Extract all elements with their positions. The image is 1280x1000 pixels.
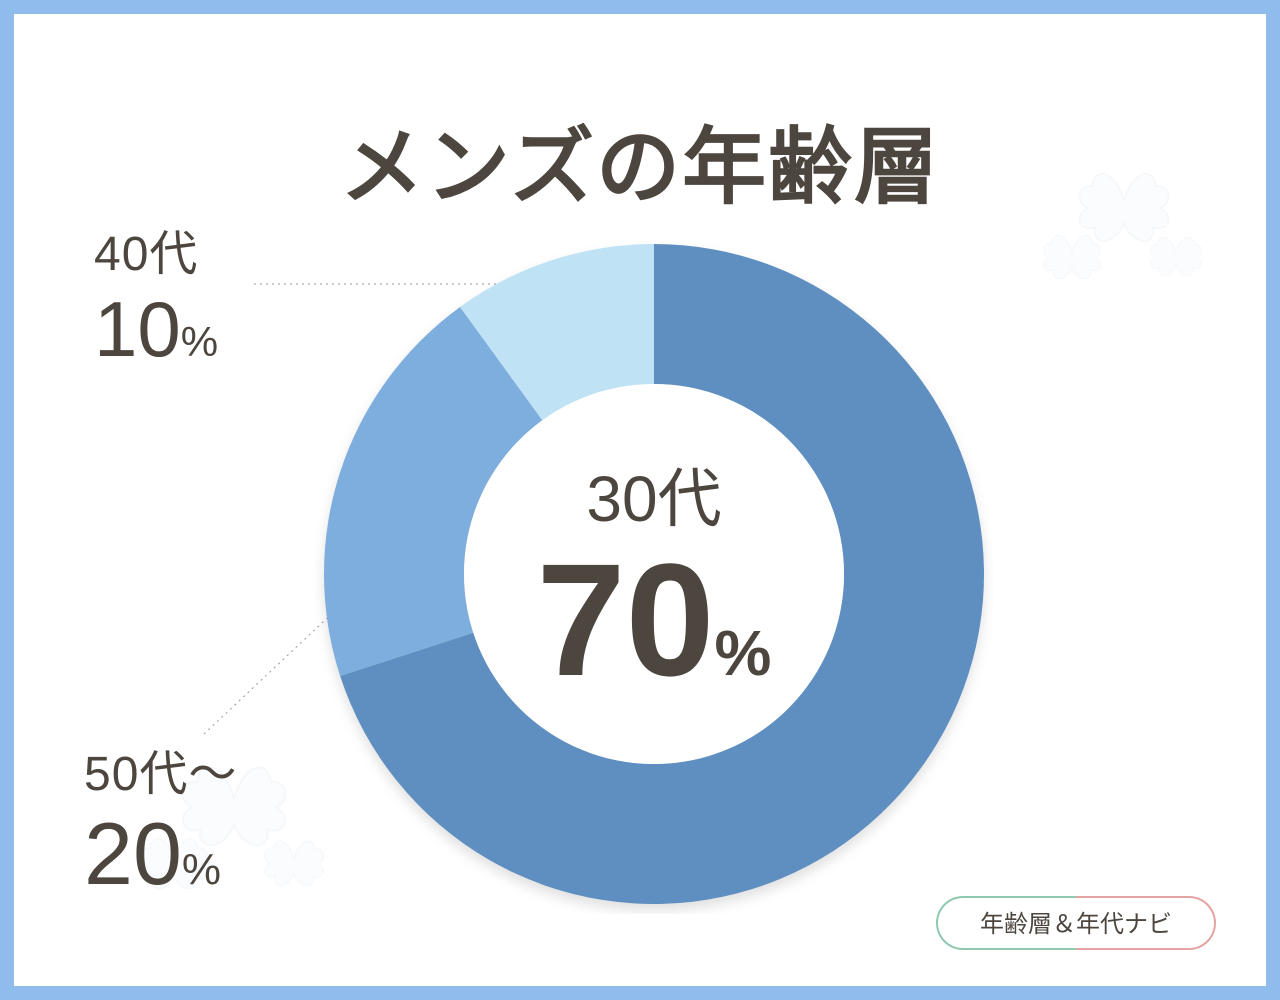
center-pct: 70% — [537, 540, 772, 700]
callout-40s: 40代 10% — [94, 214, 218, 368]
source-badge-text: 年齢層＆年代ナビ — [980, 898, 1172, 952]
source-badge: 年齢層＆年代ナビ — [936, 896, 1216, 950]
callout-40s-pct-value: 10 — [94, 285, 181, 373]
callout-50s-label: 50代〜 — [84, 734, 237, 804]
callout-50s-pct-value: 20 — [84, 804, 182, 903]
center-age-label: 30代 — [537, 448, 772, 540]
canvas: メンズの年齢層 30代 70% 40代 10% 50代〜 20% — [14, 14, 1266, 986]
callout-40s-pct-unit: % — [181, 318, 218, 365]
callout-40s-label: 40代 — [94, 214, 218, 284]
center-pct-unit: % — [715, 617, 772, 689]
donut-chart: 30代 70% — [314, 234, 994, 914]
callout-50s: 50代〜 20% — [84, 734, 237, 898]
center-label: 30代 70% — [537, 448, 772, 700]
callout-50s-pct-unit: % — [182, 845, 221, 894]
outer-frame: メンズの年齢層 30代 70% 40代 10% 50代〜 20% — [0, 0, 1280, 1000]
center-pct-value: 70 — [537, 530, 715, 709]
